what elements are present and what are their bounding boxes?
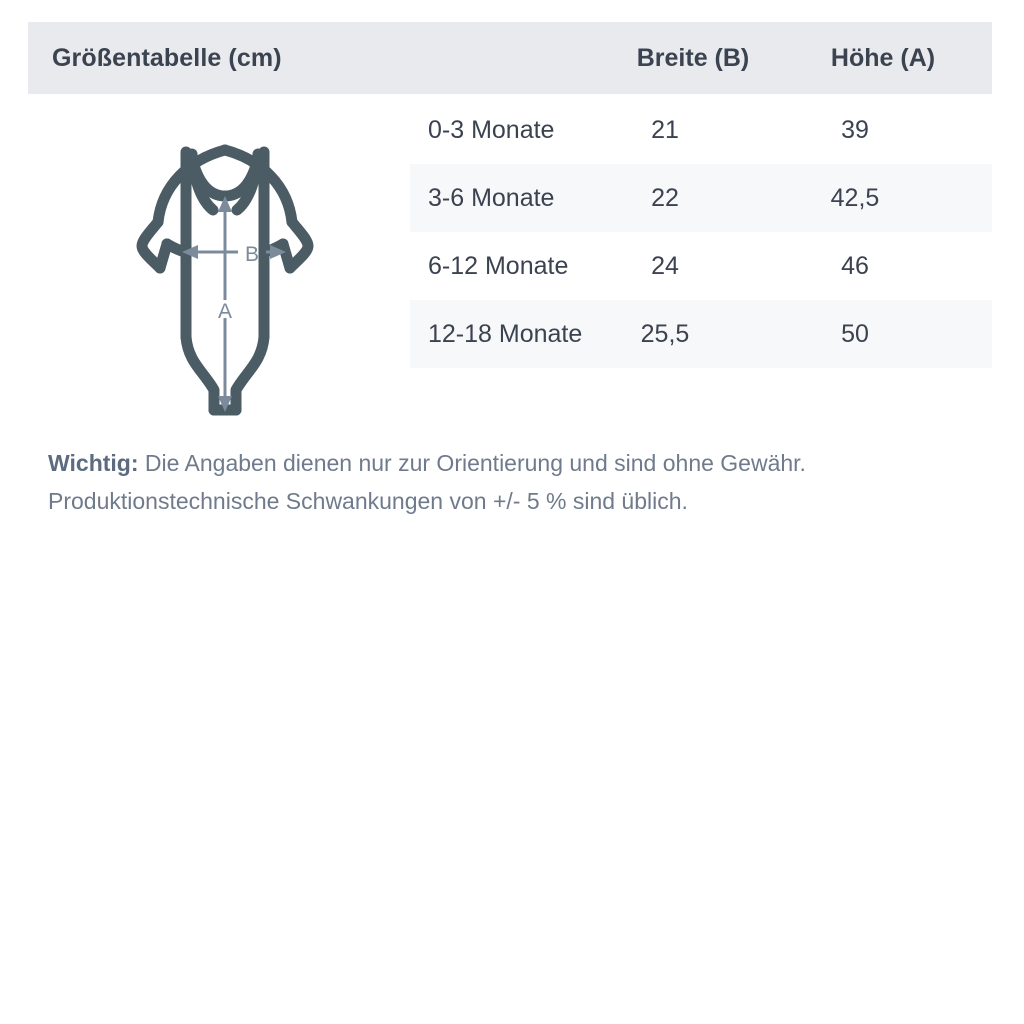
cell-width-value: 25,5 xyxy=(640,320,690,348)
arrowhead-right xyxy=(270,245,286,259)
width-label: B xyxy=(245,243,259,266)
baby-bodysuit-icon: B A xyxy=(136,144,314,416)
cell-width-value: 24 xyxy=(651,252,679,280)
cell-width-value: 22 xyxy=(651,184,679,212)
arrowhead-down xyxy=(218,396,232,412)
arrowhead-left xyxy=(182,245,198,259)
column-header-width: Breite (B) xyxy=(636,43,750,72)
size-table-body: 0-3 Monate 21 39 3-6 Monate 22 42,5 6-12… xyxy=(410,96,992,368)
table-row: 3-6 Monate 22 42,5 xyxy=(410,164,992,232)
disclaimer-note: Wichtig: Die Angaben dienen nur zur Orie… xyxy=(48,444,978,520)
arrow-heads xyxy=(182,196,286,412)
table-row: 6-12 Monate 24 46 xyxy=(410,232,992,300)
cell-width-value: 21 xyxy=(651,116,679,144)
column-header-height: Höhe (A) xyxy=(830,43,936,72)
table-header-band: Größentabelle (cm) Breite (B) Höhe (A) xyxy=(28,22,992,94)
disclaimer-lead: Wichtig: xyxy=(48,450,139,476)
cell-size: 12-18 Monate xyxy=(428,320,583,348)
bodysuit-illustration: B A xyxy=(70,122,380,422)
disclaimer-line-1: Die Angaben dienen nur zur Orientierung … xyxy=(138,450,806,476)
height-label: A xyxy=(218,300,232,323)
table-row: 12-18 Monate 25,5 50 xyxy=(410,300,992,368)
cell-size: 0-3 Monate xyxy=(428,116,555,144)
page-title: Größentabelle (cm) xyxy=(52,43,282,72)
disclaimer-line-2: Produktionstechnische Schwankungen von +… xyxy=(48,488,688,514)
cell-height-value: 50 xyxy=(841,320,869,348)
cell-height-value: 39 xyxy=(841,116,869,144)
cell-size: 6-12 Monate xyxy=(428,252,569,280)
bodysuit-outline-path xyxy=(136,144,314,416)
table-row: 0-3 Monate 21 39 xyxy=(410,96,992,164)
arrowhead-up xyxy=(218,196,232,212)
cell-height-value: 42,5 xyxy=(830,184,880,212)
cell-size: 3-6 Monate xyxy=(428,184,555,212)
cell-height-value: 46 xyxy=(841,252,869,280)
